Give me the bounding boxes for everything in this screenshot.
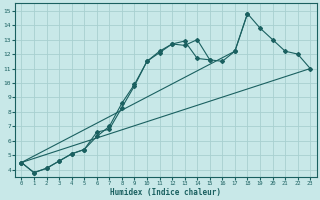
X-axis label: Humidex (Indice chaleur): Humidex (Indice chaleur): [110, 188, 221, 197]
